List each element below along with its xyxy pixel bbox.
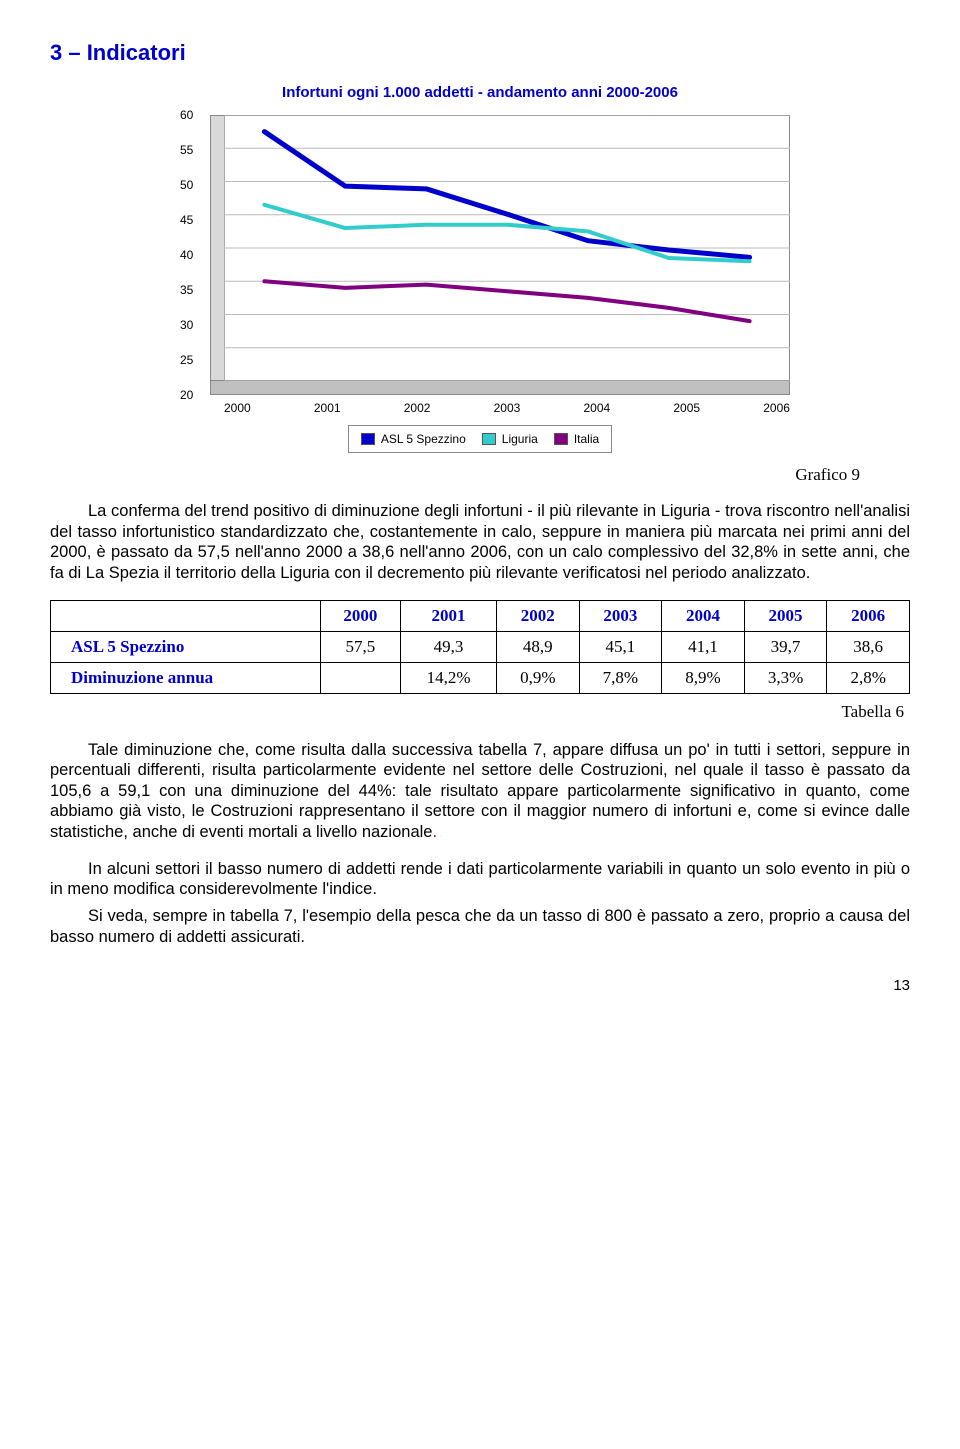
chart-title: Infortuni ogni 1.000 addetti - andamento… xyxy=(160,84,800,101)
x-tick-label: 2003 xyxy=(494,401,521,415)
legend-label: ASL 5 Spezzino xyxy=(381,432,466,446)
page-number: 13 xyxy=(50,977,910,994)
y-tick-label: 50 xyxy=(180,178,193,192)
legend-swatch xyxy=(482,433,496,445)
x-tick-label: 2001 xyxy=(314,401,341,415)
paragraph-2: Tale diminuzione che, come risulta dalla… xyxy=(50,740,910,843)
chart-lines-svg xyxy=(224,115,790,381)
table-cell xyxy=(320,662,400,693)
section-heading: 3 – Indicatori xyxy=(50,40,910,66)
paragraph-2-tail: . xyxy=(432,823,437,841)
chart-3d-wall xyxy=(211,116,225,380)
table-cell: 49,3 xyxy=(401,631,497,662)
paragraph-3: In alcuni settori il basso numero di add… xyxy=(50,859,910,900)
table-6: 2000200120022003200420052006 ASL 5 Spezzi… xyxy=(50,600,910,694)
y-tick-label: 25 xyxy=(180,353,193,367)
legend-item: Liguria xyxy=(482,432,538,446)
y-tick-label: 40 xyxy=(180,248,193,262)
table-row-label: ASL 5 Spezzino xyxy=(51,631,321,662)
series-line xyxy=(264,132,749,258)
table-header-cell: 2005 xyxy=(744,600,827,631)
x-axis-labels: 2000 2001 2002 2003 2004 2005 2006 xyxy=(224,395,790,415)
table-cell: 48,9 xyxy=(497,631,580,662)
legend-label: Italia xyxy=(574,432,599,446)
x-tick-label: 2005 xyxy=(673,401,700,415)
table-6-caption: Tabella 6 xyxy=(50,702,904,722)
table-cell: 38,6 xyxy=(827,631,910,662)
legend-label: Liguria xyxy=(502,432,538,446)
table-header-cell: 2006 xyxy=(827,600,910,631)
paragraph-1: La conferma del trend positivo di diminu… xyxy=(50,501,910,584)
legend-item: Italia xyxy=(554,432,599,446)
table-cell: 39,7 xyxy=(744,631,827,662)
legend-swatch xyxy=(361,433,375,445)
y-tick-label: 20 xyxy=(180,388,193,402)
table-cell: 7,8% xyxy=(579,662,662,693)
table-header-cell: 2001 xyxy=(401,600,497,631)
chart-caption: Grafico 9 xyxy=(50,465,860,485)
table-cell: 0,9% xyxy=(497,662,580,693)
table-header-cell: 2004 xyxy=(662,600,745,631)
table-cell: 14,2% xyxy=(401,662,497,693)
x-tick-label: 2002 xyxy=(404,401,431,415)
table-cell: 57,5 xyxy=(320,631,400,662)
legend-swatch xyxy=(554,433,568,445)
table-header-cell: 2003 xyxy=(579,600,662,631)
y-tick-label: 30 xyxy=(180,318,193,332)
series-line xyxy=(264,281,749,321)
table-header-cell xyxy=(51,600,321,631)
chart-plot-area: infortuni ogni 1.000 addetti 60555045403… xyxy=(210,115,790,395)
paragraph-4: Si veda, sempre in tabella 7, l'esempio … xyxy=(50,906,910,947)
chart-3d-floor xyxy=(211,380,789,394)
table-row-label: Diminuzione annua xyxy=(51,662,321,693)
table-cell: 8,9% xyxy=(662,662,745,693)
y-tick-label: 45 xyxy=(180,213,193,227)
y-tick-label: 60 xyxy=(180,108,193,122)
table-cell: 3,3% xyxy=(744,662,827,693)
table-header-cell: 2000 xyxy=(320,600,400,631)
x-tick-label: 2000 xyxy=(224,401,251,415)
x-tick-label: 2004 xyxy=(584,401,611,415)
legend-item: ASL 5 Spezzino xyxy=(361,432,466,446)
y-tick-label: 55 xyxy=(180,143,193,157)
paragraph-2-body: Tale diminuzione che, come risulta dalla… xyxy=(50,741,910,842)
chart-legend: ASL 5 Spezzino Liguria Italia xyxy=(348,425,612,453)
table-cell: 45,1 xyxy=(579,631,662,662)
x-tick-label: 2006 xyxy=(763,401,790,415)
table-cell: 41,1 xyxy=(662,631,745,662)
y-tick-label: 35 xyxy=(180,283,193,297)
chart-container: Infortuni ogni 1.000 addetti - andamento… xyxy=(160,84,800,453)
table-header-cell: 2002 xyxy=(497,600,580,631)
table-cell: 2,8% xyxy=(827,662,910,693)
